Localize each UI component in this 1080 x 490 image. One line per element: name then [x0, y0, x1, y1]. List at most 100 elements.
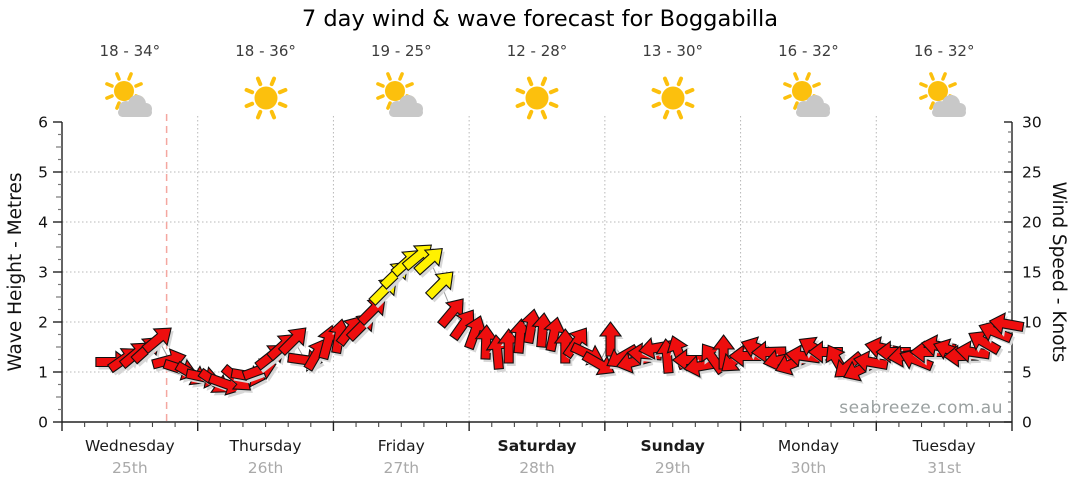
sun-ray: [134, 82, 143, 88]
wind-arrow: [277, 327, 307, 356]
sun-ray: [805, 72, 812, 81]
wind-axis-tick-label: 15: [1022, 264, 1042, 282]
sun-ray: [929, 101, 935, 110]
day-temp-range: 16 - 32°: [778, 42, 839, 60]
sun-ray: [115, 101, 121, 110]
wind-arrow: [413, 248, 443, 276]
sun-ray: [386, 72, 393, 81]
wind-arrow: [464, 315, 487, 351]
wind-arrow: [750, 340, 787, 364]
weather-icon-sunny: [238, 70, 294, 126]
wind-arrow: [437, 298, 464, 329]
sun-disc: [928, 81, 949, 101]
sun-ray: [115, 72, 121, 81]
sun-ray: [919, 82, 928, 88]
wind-arrow: [978, 320, 1014, 344]
wave-axis-tick-label: 4: [38, 214, 48, 232]
sun-ray: [919, 94, 928, 100]
sun-ray: [540, 109, 548, 120]
sun-ray: [269, 109, 276, 120]
wind-arrow: [474, 324, 498, 360]
sun-ray: [783, 94, 793, 100]
sun-behind-cloud-icon: [783, 72, 831, 117]
sun-ray: [105, 82, 114, 88]
wind-arrow: [807, 340, 843, 364]
weather-icon-partly-cloudy: [780, 70, 836, 126]
wind-arrow: [449, 309, 475, 342]
sun-ray: [515, 87, 526, 95]
date-label: 26th: [247, 459, 284, 477]
sun-icon: [515, 76, 559, 120]
date-label: 28th: [519, 459, 555, 477]
wave-axis-tick-label: 2: [38, 314, 48, 332]
sun-behind-cloud-icon: [919, 72, 967, 117]
date-label: 25th: [112, 459, 148, 477]
sun-disc: [792, 81, 813, 101]
wind-axis-tick-label: 25: [1022, 164, 1042, 182]
sun-disc: [254, 86, 278, 110]
day-temp-range: 16 - 32°: [913, 42, 975, 60]
sun-ray: [929, 72, 935, 81]
sun-ray: [662, 76, 669, 87]
sun-ray: [405, 82, 415, 88]
wind-arrow: [968, 330, 1002, 356]
sun-ray: [398, 72, 405, 81]
day-label: Wednesday: [84, 437, 175, 455]
wind-arrow: [581, 350, 615, 376]
sun-ray: [244, 87, 254, 95]
right-axis-title: Wind Speed - Knots: [1048, 181, 1069, 363]
sun-icon: [244, 76, 287, 120]
date-label: 29th: [654, 459, 691, 477]
sun-ray: [548, 101, 559, 109]
sun-ray: [515, 101, 526, 109]
day-label: Thursday: [229, 437, 302, 455]
day-temp-range: 18 - 36°: [235, 42, 296, 60]
sun-ray: [277, 87, 287, 95]
sun-ray: [386, 101, 393, 110]
wave-axis-tick-label: 1: [38, 364, 48, 382]
wind-arrow: [899, 348, 935, 372]
sun-ray: [651, 87, 661, 95]
sun-ray: [277, 101, 287, 109]
wind-arrow: [424, 271, 454, 300]
sun-disc: [113, 81, 134, 101]
sun-behind-cloud-icon: [105, 72, 152, 117]
day-temp-range: 18 - 34°: [99, 42, 161, 60]
sun-ray: [676, 76, 683, 87]
cloud-shape: [389, 95, 424, 117]
sun-ray: [651, 101, 661, 109]
sun-ray: [783, 82, 793, 88]
sun-ray: [793, 101, 800, 110]
wave-axis-tick-label: 3: [38, 264, 48, 282]
sun-ray: [526, 76, 534, 87]
left-axis-title: Wave Height - Metres: [5, 172, 26, 372]
day-label: Saturday: [497, 437, 577, 455]
sun-ray: [684, 101, 695, 109]
sun-ray: [684, 87, 695, 95]
sun-ray: [793, 72, 800, 81]
wind-arrow: [543, 316, 566, 353]
weather-icon-sunny: [509, 70, 565, 126]
cloud-shape: [796, 95, 831, 117]
weather-icon-sunny: [645, 70, 701, 126]
wind-arrow: [852, 350, 889, 373]
wind-arrow: [531, 312, 555, 348]
sun-disc: [525, 86, 549, 110]
sun-ray: [540, 76, 548, 87]
cloud-shape: [932, 95, 967, 117]
sun-ray: [376, 94, 386, 100]
sun-disc: [661, 86, 685, 110]
day-label: Friday: [377, 437, 425, 455]
wind-arrow: [141, 327, 172, 355]
day-label: Monday: [777, 437, 840, 455]
wind-axis-tick-label: 5: [1022, 364, 1032, 382]
wind-axis-tick-label: 20: [1022, 214, 1042, 232]
day-temp-range: 12 - 28°: [506, 42, 568, 60]
sun-ray: [941, 72, 947, 81]
wind-arrow: [497, 328, 521, 364]
date-label: 27th: [383, 459, 420, 477]
wind-axis-tick-label: 30: [1022, 114, 1042, 132]
sun-behind-cloud-icon: [376, 72, 424, 117]
